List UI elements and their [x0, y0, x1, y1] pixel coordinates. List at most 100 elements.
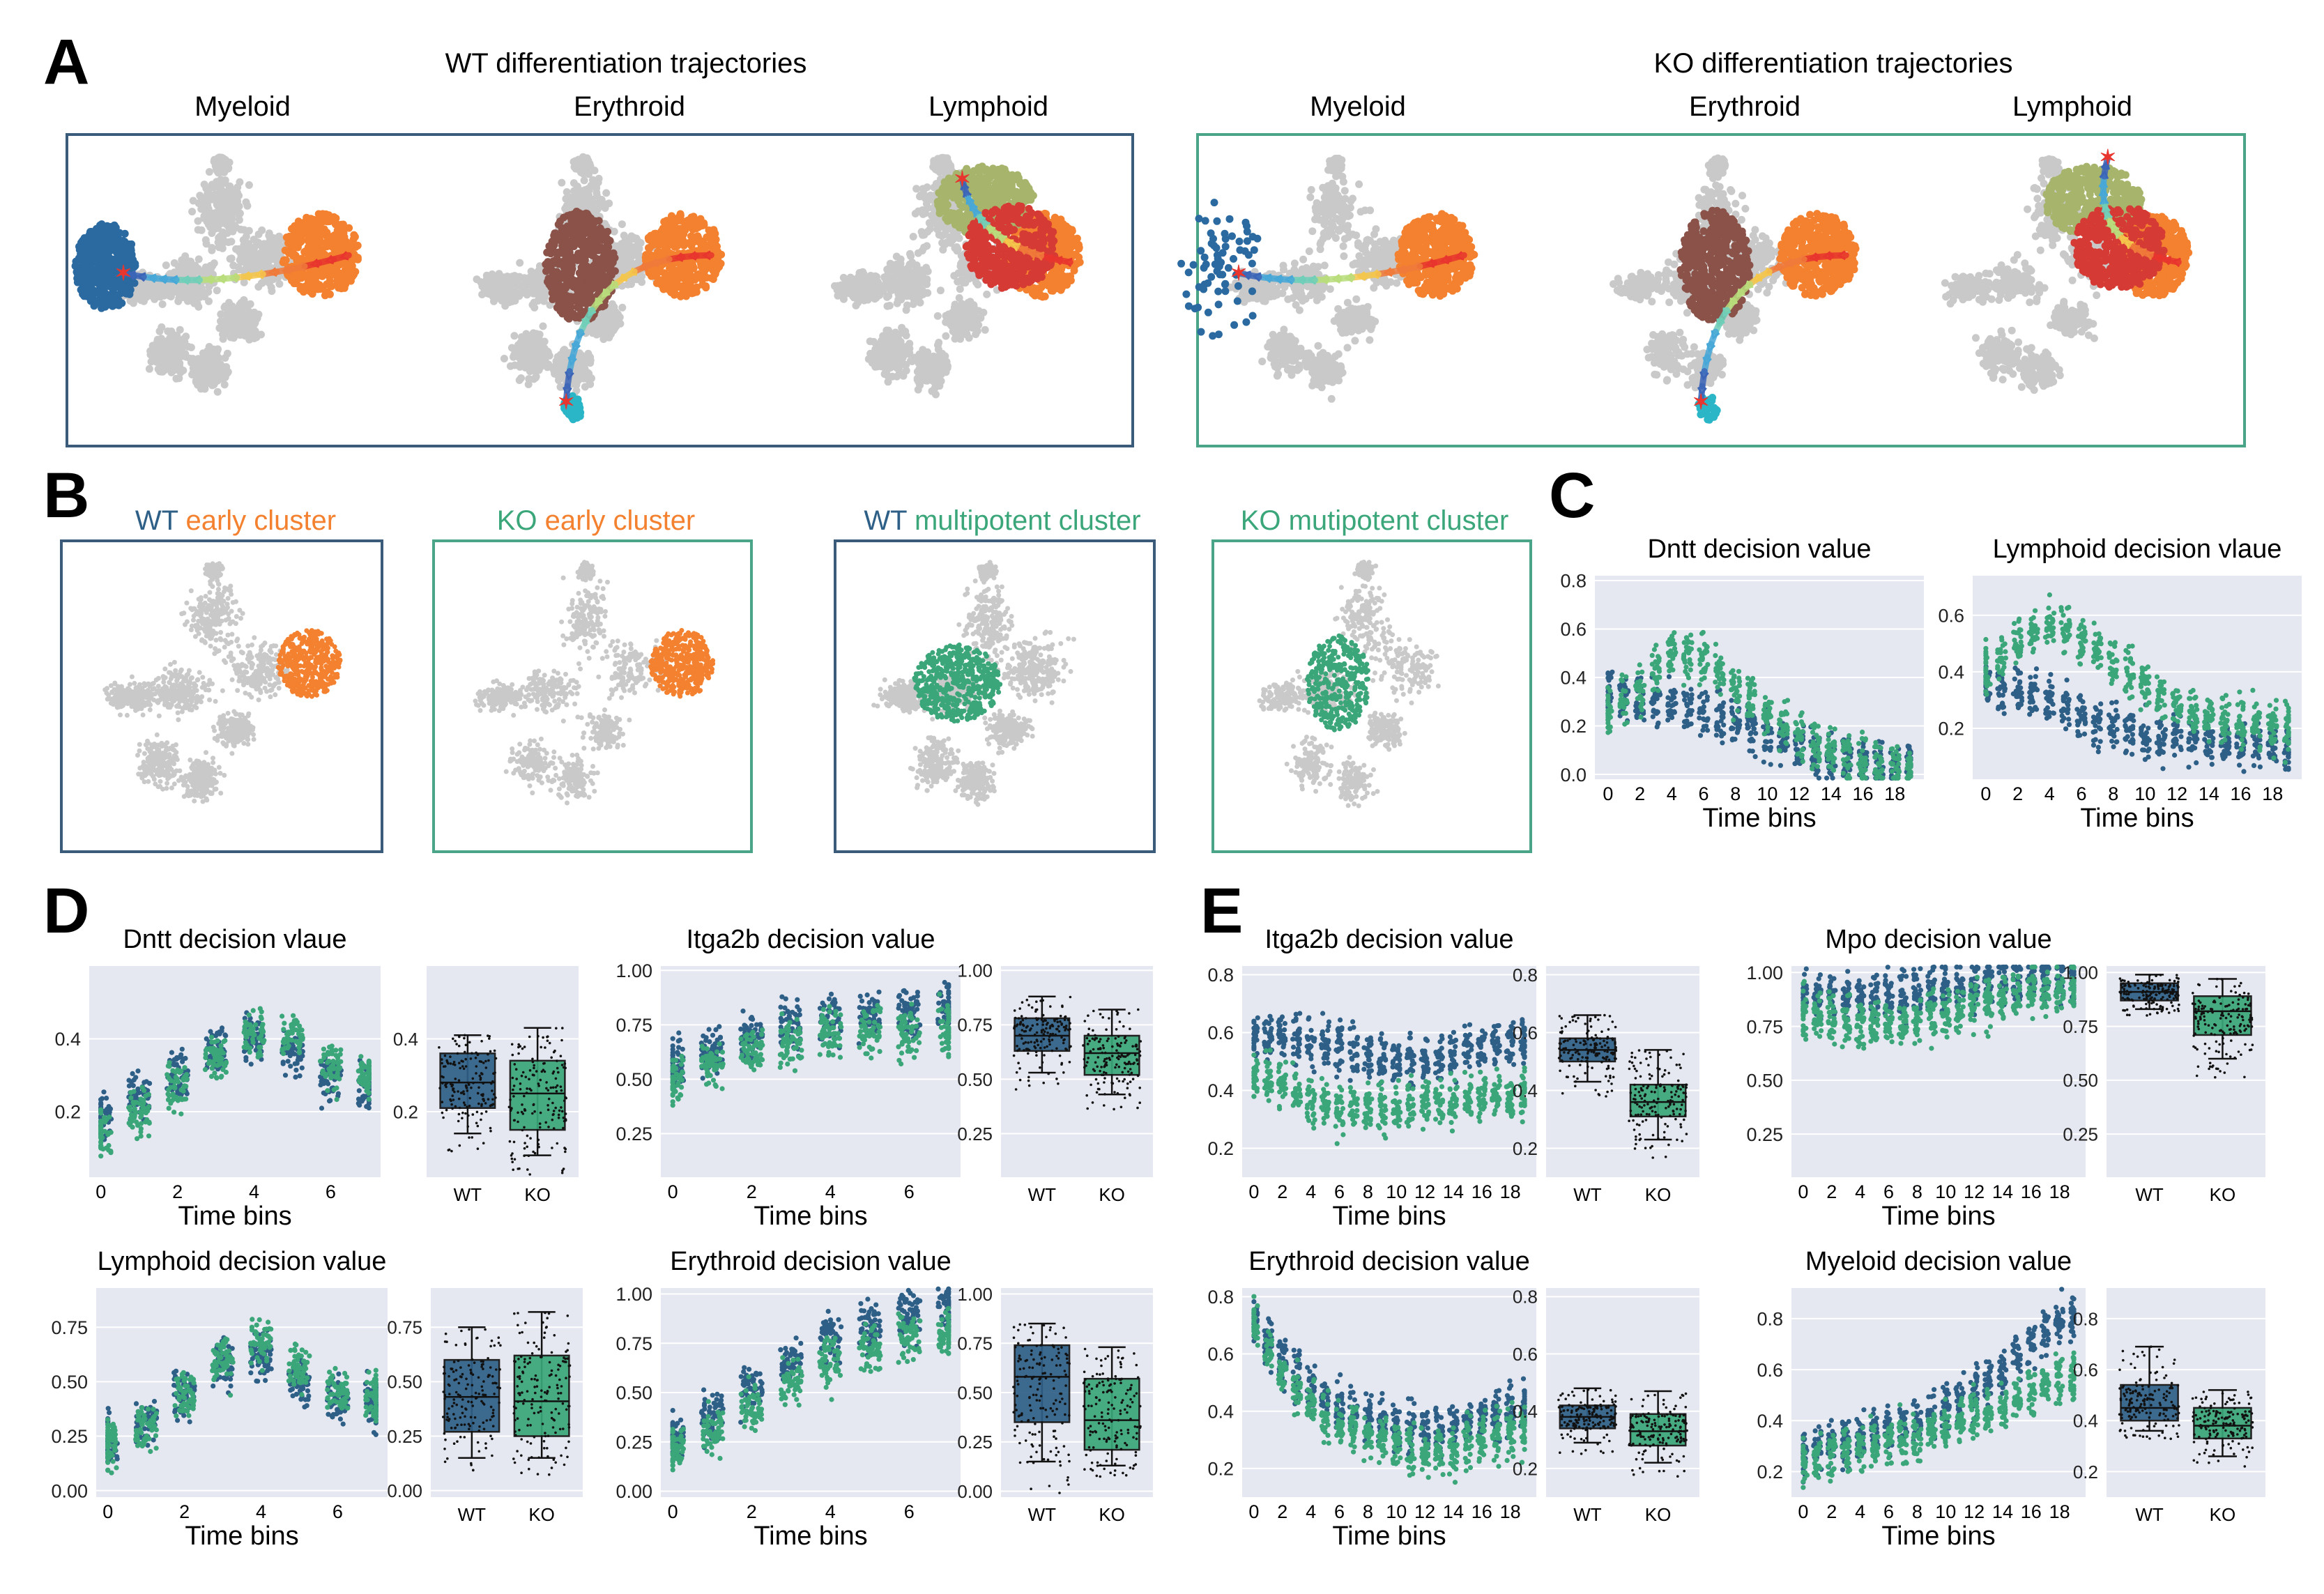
c-lymphoid-scatter-point-wt — [2160, 766, 2166, 772]
d-box-1-strip-point — [441, 1101, 444, 1103]
d-box-2-strip-point — [1027, 1084, 1031, 1087]
c-dntt-scatter-point-ko — [1810, 730, 1816, 735]
d-scatter-1-point-ko — [366, 1096, 372, 1102]
d-box-1-strip-point — [537, 1142, 540, 1146]
d-scatter-1-point-ko — [280, 1013, 285, 1019]
c-lymphoid-scatter-point-ko — [2189, 705, 2195, 711]
d-box-1-strip-point — [525, 1091, 528, 1094]
erythroid-end-cells-1 — [560, 392, 585, 424]
d-scatter-2-point-ko — [680, 1069, 685, 1075]
c-dntt-scatter-point-wt — [1682, 697, 1688, 703]
c-lymphoid-scatter-point-ko — [2107, 654, 2112, 660]
d-scatter-1-point-ko — [131, 1089, 137, 1094]
d-box-2-strip-point — [1113, 1108, 1115, 1111]
d-box-2-ytick-label: 1.00 — [957, 960, 993, 981]
c-dntt-scatter-point-ko — [1733, 698, 1738, 704]
d-scatter-2-point-ko — [785, 1062, 790, 1067]
cluster-umap-1 — [102, 561, 292, 804]
c-lymphoid-scatter-point-ko — [2093, 645, 2099, 650]
d-box-2-strip-point — [1127, 1062, 1130, 1065]
d-scatter-1-point-ko — [356, 1068, 361, 1074]
c-dntt-scatter-point-wt — [1737, 722, 1743, 728]
c-lymphoid-scatter-ytick-label: 0.4 — [1938, 662, 1964, 683]
c-lymphoid-scatter-point-ko — [1984, 691, 1989, 697]
d-box-1-strip-point — [528, 1078, 530, 1081]
c-dntt-scatter-point-ko — [1736, 679, 1743, 684]
d-box-1-strip-point — [443, 1054, 447, 1057]
c-dntt-scatter-point-ko — [1859, 772, 1865, 779]
d-box-1-strip-point — [546, 1036, 549, 1039]
d-scatter-2-point-ko — [830, 1052, 836, 1058]
c-dntt-scatter-point-ko — [1888, 746, 1895, 752]
c-dntt-scatter-point-ko — [1667, 636, 1673, 642]
d-scatter-1-point-ko — [261, 1038, 267, 1043]
d-scatter-1-point-ko — [338, 1059, 344, 1064]
c-lymphoid-scatter-point-ko — [2049, 628, 2054, 634]
d-box-2-strip-point — [1117, 1065, 1121, 1068]
c-lymphoid-scatter-point-ko — [2138, 707, 2143, 712]
d-scatter-2-xtick-label: 6 — [904, 1181, 915, 1202]
d-box-2-strip-point — [1106, 1039, 1109, 1043]
d-box-1-strip-point — [480, 1072, 483, 1075]
d-box-1-strip-point — [562, 1126, 565, 1130]
d-box-2-strip-point — [1116, 1056, 1119, 1059]
d-box-2-strip-point — [1115, 1077, 1119, 1080]
d-box-2-strip-point — [1104, 1051, 1107, 1055]
c-lymphoid-scatter-point-wt — [2178, 734, 2184, 739]
d-box-2-strip-point — [1087, 1057, 1090, 1059]
c-lymphoid-scatter-point-ko — [1995, 659, 2001, 664]
d-scatter-2-point-ko — [797, 1055, 803, 1061]
d-box-1-strip-point — [487, 1098, 490, 1101]
c-lymphoid-scatter-point-wt — [2048, 684, 2054, 689]
d-scatter-1-point-ko — [178, 1111, 184, 1117]
d-scatter-2-point-ko — [833, 1009, 839, 1014]
d-box-1-strip-point — [549, 1086, 553, 1089]
c-lymphoid-scatter-point-wt — [2015, 689, 2021, 694]
d-scatter-1-point-wt — [280, 1059, 286, 1065]
d-scatter-2-point-ko — [940, 1018, 946, 1024]
d-scatter-1-point-ko — [165, 1097, 171, 1103]
d-box-1-strip-point — [538, 1122, 542, 1125]
d-scatter-2-point-ko — [838, 1012, 843, 1018]
c-dntt-scatter-point-ko — [1639, 701, 1644, 707]
c-dntt-scatter-point-ko — [1895, 744, 1900, 749]
c-dntt-scatter-point-ko — [1620, 710, 1626, 716]
d-scatter-2-point-wt — [676, 1045, 682, 1050]
d-box-1-strip-point — [487, 1059, 490, 1062]
d-box-1-strip-point — [452, 1037, 454, 1041]
d-box-1-strip-point — [523, 1154, 526, 1157]
d-scatter-2-point-wt — [896, 1002, 902, 1008]
d-box-1-strip-point — [471, 1052, 473, 1055]
d-scatter-1-point-ko — [103, 1145, 109, 1151]
c-lymphoid-scatter-point-ko — [2031, 615, 2036, 620]
d-scatter-2-point-ko — [914, 1048, 919, 1053]
d-box-2-strip-point — [1025, 998, 1029, 1002]
c-lymphoid-scatter-point-wt — [2237, 762, 2242, 768]
c-lymphoid-scatter-point-ko — [2138, 675, 2144, 680]
d-box-2-strip-point — [1117, 1080, 1121, 1082]
d-scatter-1-point-ko — [252, 1032, 257, 1038]
d-box-1-strip-point — [489, 1130, 492, 1133]
d-box-1-strip-point — [523, 1147, 526, 1150]
c-lymphoid-scatter-point-ko — [1983, 636, 1989, 643]
c-lymphoid-scatter-point-wt — [2078, 693, 2084, 698]
d-scatter-2-point-wt — [946, 995, 951, 1000]
c-dntt-scatter-point-ko — [1765, 724, 1771, 730]
d-box-2-xtick-label: WT — [1028, 1184, 1057, 1205]
d-box-1-strip-point — [556, 1084, 559, 1087]
c-lymphoid-scatter-point-ko — [2219, 695, 2225, 701]
c-dntt-scatter-point-wt — [1653, 693, 1658, 699]
c-lymphoid-scatter-point-ko — [2083, 638, 2088, 644]
c-dntt-scatter-point-ko — [1731, 692, 1737, 698]
d-box-2-strip-point — [1069, 1022, 1071, 1025]
d-scatter-1-point-ko — [282, 1020, 287, 1026]
d-box-2-strip-point — [1119, 1105, 1123, 1109]
d-box-1-strip-point — [491, 1103, 495, 1106]
c-lymphoid-scatter-point-wt — [2156, 736, 2162, 742]
d-box-2-strip-point — [1064, 1029, 1067, 1032]
d-box-1-strip-point — [510, 1043, 514, 1046]
d-box-2-strip-point — [1015, 1025, 1018, 1027]
d-scatter-2-point-ko — [742, 1033, 748, 1039]
d-box-2-strip-point — [1101, 1016, 1104, 1019]
d-scatter-1-point-ko — [325, 1059, 330, 1066]
